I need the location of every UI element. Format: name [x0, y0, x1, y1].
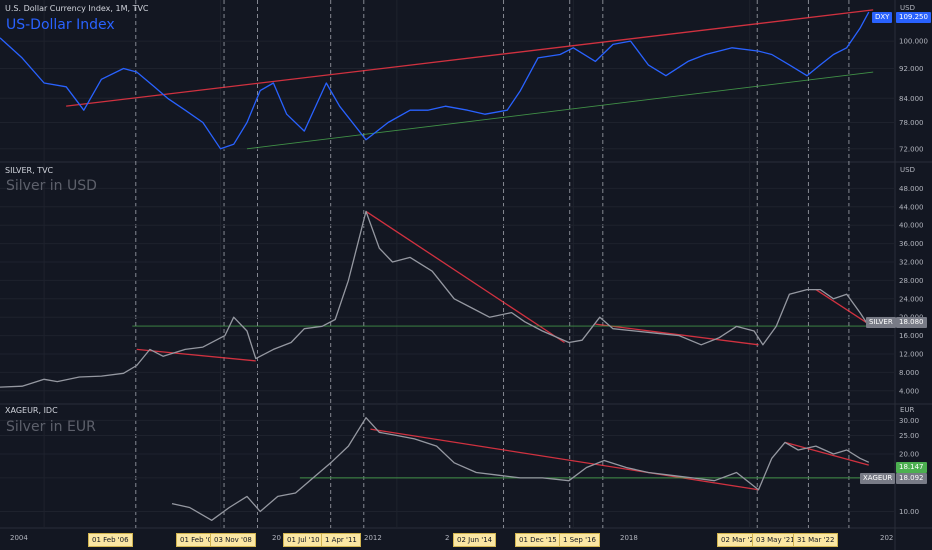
date-marker-flag: 01 Feb '0: [176, 533, 217, 547]
red-trendline: [136, 348, 256, 362]
y-tick-label: 12.000: [899, 351, 924, 359]
x-axis-label: 2004: [10, 534, 28, 542]
date-marker-flag: 1 Sep '16: [559, 533, 600, 547]
silver-pane-subtitle: Silver in USD: [6, 178, 97, 194]
y-tick-label: 84.000: [899, 95, 924, 103]
date-marker-flag: 01 Feb '06: [88, 533, 133, 547]
y-tick-label: 100.000: [899, 38, 928, 46]
y-tick-label: 20.00: [899, 451, 919, 459]
dxy-pane: [0, 9, 895, 150]
x-axis-label: 2012: [364, 534, 382, 542]
red-trendline: [595, 323, 759, 346]
red-trendline: [365, 210, 565, 344]
red-trendline: [815, 289, 870, 325]
xageur-pane-subtitle: Silver in EUR: [6, 419, 96, 435]
date-marker-flag: 03 Nov '08: [210, 533, 256, 547]
date-marker-flag: 02 Jun '14: [453, 533, 497, 547]
red-trendline: [784, 441, 869, 466]
silver-axis-unit: USD: [900, 166, 915, 174]
y-tick-label: 72.000: [899, 145, 924, 153]
y-tick-label: 36.000: [899, 240, 924, 248]
y-tick-label: 28.000: [899, 277, 924, 285]
dxy-price-tag: 109.250: [896, 12, 931, 23]
y-tick-label: 10.00: [899, 508, 919, 516]
silver-symbol-tag: SILVER: [866, 317, 896, 328]
dxy-pane-subtitle: US-Dollar Index: [6, 17, 115, 33]
dxy-axis-unit: USD: [900, 4, 915, 12]
y-tick-label: 40.000: [899, 222, 924, 230]
red-trendline: [66, 9, 874, 107]
y-tick-label: 25.00: [899, 432, 919, 440]
y-tick-label: 44.000: [899, 203, 924, 211]
y-tick-label: 30.00: [899, 417, 919, 425]
dxy-pane-title: U.S. Dollar Currency Index, 1M, TVC: [5, 4, 149, 13]
xageur-series-line: [171, 417, 870, 521]
event-marker-lines: [135, 0, 850, 528]
x-axis-label: 20: [272, 534, 281, 542]
y-tick-label: 4.000: [899, 387, 919, 395]
date-marker-flag: 1 Apr '11: [321, 533, 361, 547]
dxy-symbol-tag: DXY: [872, 12, 893, 23]
x-axis-label: 2: [445, 534, 450, 542]
silver-price-tag: 18.080: [896, 317, 927, 328]
red-trendline: [370, 428, 759, 491]
y-tick-label: 24.000: [899, 295, 924, 303]
silver-series-line: [0, 210, 870, 388]
date-marker-flag: 31 Mar '22: [793, 533, 839, 547]
price-axes: 100.000 92.000 84.000 78.000 72.000 48.000 44.…: [899, 38, 928, 516]
green-trendline: [246, 71, 874, 150]
xageur-symbol-tag: XAGEUR: [860, 473, 896, 484]
xageur-price-tag: 18.092: [896, 473, 927, 484]
date-marker-flag: 01 Dec '15: [515, 533, 561, 547]
y-tick-label: 92.000: [899, 65, 924, 73]
xageur-green-price-tag: 18.147: [896, 462, 927, 473]
y-tick-label: 48.000: [899, 185, 924, 193]
x-axis-label: 2018: [620, 534, 638, 542]
dxy-series-line: [0, 11, 870, 150]
y-tick-label: 32.000: [899, 259, 924, 267]
date-marker-flag: 01 Jul '10: [283, 533, 324, 547]
x-axis-label: 202: [880, 534, 894, 542]
xageur-axis-unit: EUR: [900, 406, 915, 414]
y-tick-label: 8.000: [899, 369, 919, 377]
y-tick-label: 16.000: [899, 332, 924, 340]
date-marker-flag: 03 May '21: [752, 533, 799, 547]
y-tick-label: 78.000: [899, 119, 924, 127]
silver-eur-pane: [0, 417, 895, 521]
silver-usd-pane: [0, 187, 895, 392]
silver-pane-title: SILVER, TVC: [5, 166, 54, 175]
xageur-pane-title: XAGEUR, IDC: [5, 406, 58, 415]
